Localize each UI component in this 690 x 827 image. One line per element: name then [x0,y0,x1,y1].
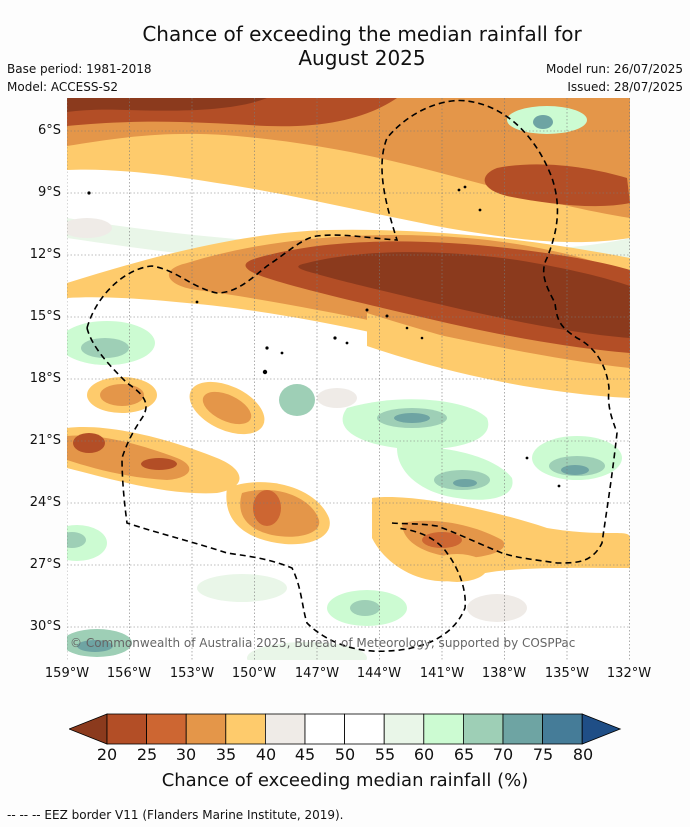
eez-cook-islands [86,327,467,653]
cb-tick-35: 35 [215,745,237,764]
colorbar-segment [344,713,385,745]
wet-patch-sc-core [453,479,477,487]
y-tick-6s: 6°S [37,123,61,138]
islands [87,185,561,488]
cb-tick-55: 55 [374,745,396,764]
colorbar-segment [462,713,504,745]
dry-blob-s1-core [253,490,281,526]
x-tick-147w: 147°W [294,666,340,681]
colorbar-segment [423,713,464,745]
colorbar-segment [185,713,227,745]
cb-tick-45: 45 [294,745,316,764]
wet-patch-west-inner [81,338,129,358]
eez-footnote: -- -- -- EEZ border V11 (Flanders Marine… [7,808,344,822]
copyright-notice: © Commonwealth of Australia 2025, Bureau… [70,636,576,650]
title-line-2: August 2025 [298,46,426,70]
colorbar-low-extension [69,713,108,745]
colorbar-segment [146,713,187,745]
wet-patch-bl-inner [77,640,113,652]
dry-band-north-core [67,98,267,112]
colorbar-segment [304,713,345,745]
wet-patch-c-inner [394,413,430,423]
rainfall-field [67,98,630,660]
dry-blob-w2-core2 [141,458,177,470]
wet-patch-s3 [247,642,367,660]
colorbar-segment [106,713,147,745]
x-tick-153w: 153°W [169,666,215,681]
x-tick-141w: 141°W [419,666,465,681]
x-tick-156w: 156°W [106,666,152,681]
rainfall-map: © Commonwealth of Australia 2025, Bureau… [67,98,630,660]
x-tick-138w: 138°W [481,666,527,681]
gridlines [67,98,630,660]
model-name: Model: ACCESS-S2 [7,80,119,94]
colorbar-segment [225,713,266,745]
y-tick-21s: 21°S [29,433,61,448]
dry-band-east-outer [367,313,630,398]
wet-patch-c2 [279,384,315,416]
cb-tick-30: 30 [175,745,197,764]
meta-right: Model run: 26/07/2025 Issued: 28/07/2025 [546,60,683,96]
neutral-patch-3 [317,388,357,408]
title-line-1: Chance of exceeding the median rainfall … [142,22,582,46]
cb-tick-25: 25 [136,745,158,764]
x-tick-132w: 132°W [606,666,652,681]
dry-blob-w1-inner [100,384,144,406]
cb-tick-80: 80 [572,745,594,764]
cb-tick-40: 40 [255,745,277,764]
colorbar-segment [502,713,543,745]
wet-patch-s-inner [350,600,380,616]
dry-band-north-mid [67,98,630,218]
colorbar-segment [383,713,425,745]
eez-borders [86,99,618,653]
dry-blob-c1-inner [202,391,252,425]
cb-tick-60: 60 [413,745,435,764]
issued-date: Issued: 28/07/2025 [567,80,683,94]
colorbar [69,713,622,745]
wet-patch-s2 [197,574,287,602]
y-tick-27s: 27°S [29,557,61,572]
cb-tick-65: 65 [453,745,475,764]
y-tick-24s: 24°S [29,495,61,510]
x-tick-159w: 159°W [44,666,90,681]
dry-band-central-core [298,252,630,338]
y-tick-30s: 30°S [29,619,61,634]
y-tick-15s: 15°S [29,309,61,324]
colorbar-segment [264,713,306,745]
wet-patch-sw-inner [67,532,86,548]
x-tick-150w: 150°W [231,666,277,681]
cb-tick-70: 70 [492,745,514,764]
y-tick-18s: 18°S [29,371,61,386]
eez-french-polynesia [86,99,618,564]
x-tick-144w: 144°W [356,666,402,681]
map-title: Chance of exceeding the median rainfall … [0,22,690,70]
moist-patch-ne-2 [533,115,553,129]
dry-blob-w2-core [73,433,105,453]
colorbar-segment [542,713,583,745]
cb-tick-75: 75 [532,745,554,764]
model-run: Model run: 26/07/2025 [545,62,683,76]
cb-tick-50: 50 [334,745,356,764]
colorbar-high-extension [581,713,622,745]
y-tick-9s: 9°S [37,185,61,200]
colorbar-label: Chance of exceeding median rainfall (%) [161,770,529,791]
neutral-patch-2 [67,218,112,238]
neutral-patch-1 [467,594,527,622]
wet-patch-e-inner [561,465,589,475]
meta-left: Base period: 1981-2018 Model: ACCESS-S2 [7,60,152,96]
cb-tick-20: 20 [96,745,118,764]
dry-patch-ne [484,164,630,207]
base-period: Base period: 1981-2018 [7,62,152,76]
y-tick-12s: 12°S [29,247,61,262]
x-tick-135w: 135°W [544,666,590,681]
